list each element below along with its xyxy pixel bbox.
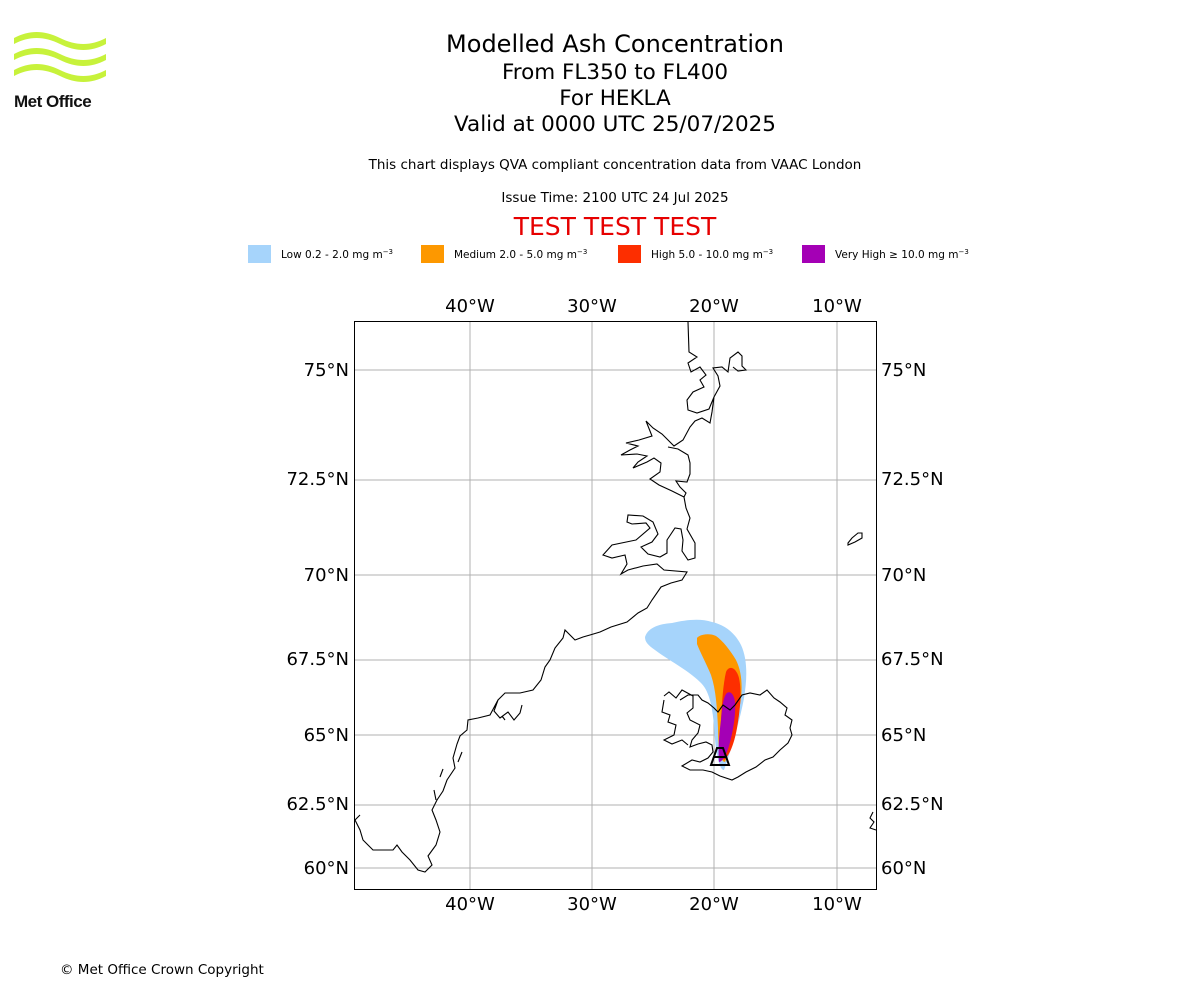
lat-label-right-72-5n: 72.5°N: [881, 469, 944, 490]
legend-label-medium: Medium 2.0 - 5.0 mg m: [454, 248, 577, 261]
lat-label-left-65n: 65°N: [304, 725, 349, 746]
map-gridlines: [355, 322, 876, 889]
lat-label-left-62-5n: 62.5°N: [286, 794, 349, 815]
lon-label-top-40w: 40°W: [445, 296, 495, 317]
lat-label-right-60n: 60°N: [881, 858, 926, 879]
map-axis-labels: 40°W 30°W 20°W 10°W 40°W 30°W 20°W 10°W …: [286, 296, 943, 915]
coastline-faroe: [869, 811, 877, 831]
coastline-iceland: [661, 689, 793, 781]
legend-exp-medium: −3: [576, 247, 588, 256]
met-office-waves-icon: [14, 32, 106, 82]
logo-text: Met Office: [14, 92, 92, 111]
lon-label-bottom-40w: 40°W: [445, 894, 495, 915]
lon-label-top-20w: 20°W: [689, 296, 739, 317]
coastline-jan-mayen: [847, 532, 863, 546]
lat-label-left-70n: 70°N: [304, 565, 349, 586]
issue-time: Issue Time: 2100 UTC 24 Jul 2025: [501, 190, 729, 206]
met-office-logo: Met Office: [14, 30, 106, 112]
volcano-name: For HEKLA: [559, 86, 671, 111]
legend-item-high: High 5.0 - 10.0 mg m−3: [618, 244, 773, 264]
lon-label-bottom-10w: 10°W: [812, 894, 862, 915]
test-banner: TEST TEST TEST: [513, 212, 717, 241]
legend-swatch-high: [618, 245, 641, 263]
concentration-legend: Low 0.2 - 2.0 mg m−3 Medium 2.0 - 5.0 mg…: [0, 244, 1200, 264]
lon-label-bottom-20w: 20°W: [689, 894, 739, 915]
legend-item-medium: Medium 2.0 - 5.0 mg m−3: [421, 244, 587, 264]
legend-exp-very-high: −3: [958, 247, 969, 256]
chart-title-block: Modelled Ash Concentration From FL350 to…: [315, 28, 915, 138]
lat-label-left-67-5n: 67.5°N: [286, 649, 349, 670]
valid-time: Valid at 0000 UTC 25/07/2025: [453, 112, 776, 137]
lon-label-top-30w: 30°W: [567, 296, 617, 317]
lat-label-right-67-5n: 67.5°N: [881, 649, 944, 670]
legend-exp-low: −3: [382, 247, 394, 256]
legend-swatch-low: [248, 245, 271, 263]
lat-label-left-75n: 75°N: [304, 360, 349, 381]
lat-label-left-60n: 60°N: [304, 858, 349, 879]
legend-label-low: Low 0.2 - 2.0 mg m: [281, 248, 383, 261]
legend-swatch-very-high: [802, 245, 825, 263]
legend-label-very-high: Very High ≥ 10.0 mg m: [835, 248, 959, 261]
legend-swatch-medium: [421, 245, 444, 263]
lat-label-right-70n: 70°N: [881, 565, 926, 586]
lat-label-right-75n: 75°N: [881, 360, 926, 381]
legend-exp-high: −3: [762, 247, 774, 256]
legend-label-high: High 5.0 - 10.0 mg m: [651, 248, 763, 261]
lat-label-left-72-5n: 72.5°N: [286, 469, 349, 490]
coastline-greenland: [354, 321, 748, 873]
lat-label-right-65n: 65°N: [881, 725, 926, 746]
chart-title: Modelled Ash Concentration: [446, 30, 784, 58]
legend-item-very-high: Very High ≥ 10.0 mg m−3: [802, 244, 969, 264]
copyright-notice: © Met Office Crown Copyright: [60, 962, 264, 978]
ash-plume: [645, 619, 747, 770]
lon-label-bottom-30w: 30°W: [567, 894, 617, 915]
flight-level-range: From FL350 to FL400: [501, 60, 729, 85]
lon-label-top-10w: 10°W: [812, 296, 862, 317]
lat-label-right-62-5n: 62.5°N: [881, 794, 944, 815]
coastlines: [354, 321, 877, 873]
legend-item-low: Low 0.2 - 2.0 mg m−3: [248, 244, 393, 264]
map-frame: [354, 321, 877, 890]
chart-description: This chart displays QVA compliant concen…: [368, 157, 862, 173]
hekla-volcano-icon: [709, 747, 731, 766]
